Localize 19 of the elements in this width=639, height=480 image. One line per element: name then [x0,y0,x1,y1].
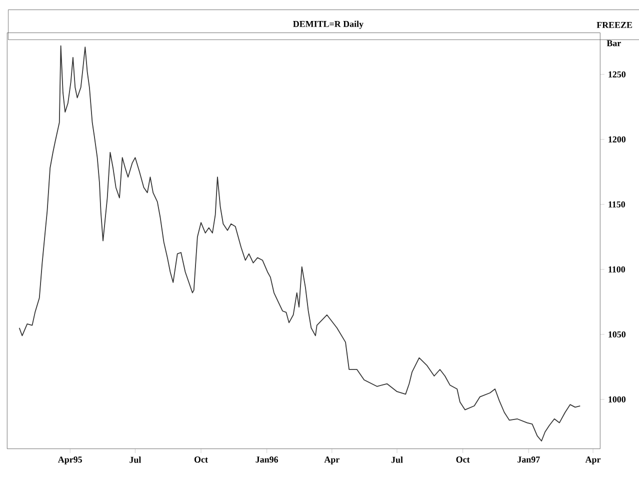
x-tick-label: Apr [324,456,340,464]
y-tick-label: 1050 [608,331,626,338]
line-series [18,45,581,442]
text: FREEZE [596,22,632,28]
x-tick-label: Apr95 [58,456,82,464]
x-tick-label: Jan96 [256,456,278,463]
y-tick-label: 1100 [608,266,626,272]
chart-title: DEMITL=R Daily [293,20,364,29]
x-tick-label: Oct [194,456,208,463]
x-tick-label: Apr [585,456,601,464]
x-tick-label: Oct [456,456,470,463]
x-tick-label: Jul [130,456,142,463]
y-tick-label: 1150 [608,201,626,208]
y-tick-label: 1250 [608,71,626,78]
y-tick-label: 1200 [608,136,626,142]
y-axis-title: Bar [606,40,621,46]
y-tick-label: 1000 [608,396,626,402]
x-tick-label: Jan97 [518,456,540,463]
x-tick-label: Jul [391,456,403,463]
